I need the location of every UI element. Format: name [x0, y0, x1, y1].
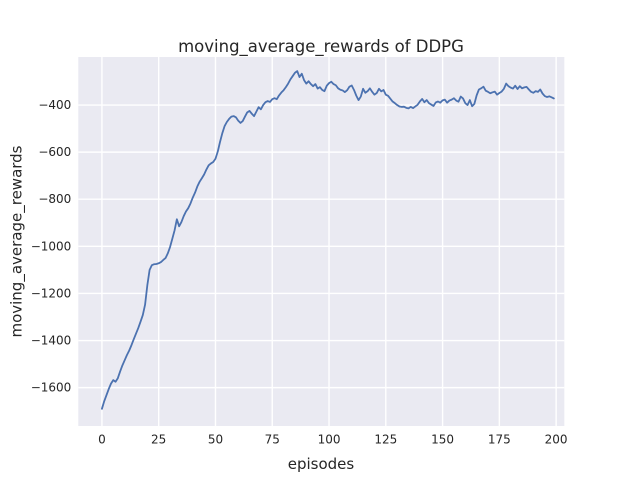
x-axis-label: episodes	[287, 455, 355, 473]
x-tick-label: 200	[545, 433, 568, 447]
plot-area-background	[78, 57, 565, 426]
y-tick-label: −1200	[31, 286, 72, 300]
x-tick-label: 75	[265, 433, 280, 447]
y-axis-label: moving_average_rewards	[7, 145, 26, 338]
ddpg-reward-line	[101, 70, 555, 410]
y-tick-label: −1000	[31, 239, 72, 253]
x-tick-label: 125	[374, 433, 397, 447]
y-tick-label: −1600	[31, 381, 72, 395]
y-tick-label: −800	[38, 192, 71, 206]
y-tick-label: −400	[38, 98, 71, 112]
x-tick-label: 0	[98, 433, 106, 447]
x-tick-label: 175	[488, 433, 511, 447]
chart-title: moving_average_rewards of DDPG	[178, 37, 464, 56]
x-tick-label: 100	[318, 433, 341, 447]
x-tick-label: 50	[208, 433, 223, 447]
x-tick-label: 150	[431, 433, 454, 447]
y-tick-label: −1400	[31, 334, 72, 348]
x-tick-label: 25	[151, 433, 166, 447]
y-tick-label: −600	[38, 145, 71, 159]
